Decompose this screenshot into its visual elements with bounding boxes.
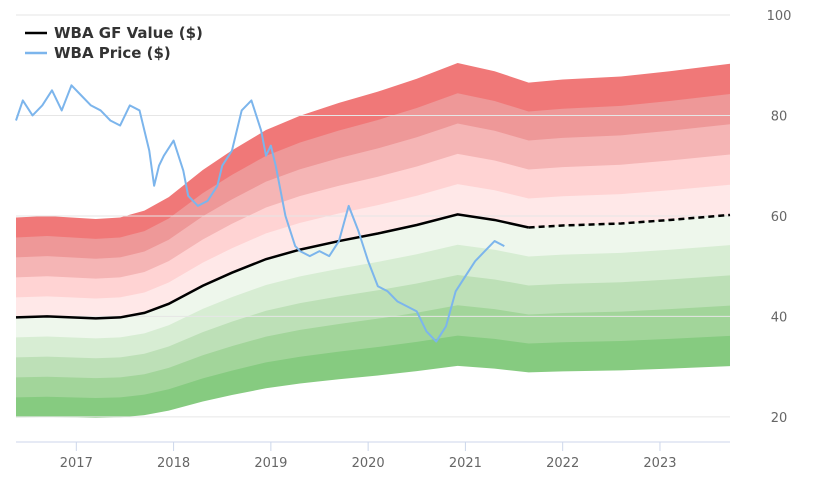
gf-value-estimate-line [528,213,731,229]
legend-label-price: WBA Price ($) [54,44,171,62]
y-axis-ticks: 20 40 60 80 100 [767,9,792,426]
y-tick-label-40: 40 [771,310,788,325]
x-tick-label-2017: 2017 [60,456,93,471]
chart-legend[interactable]: WBA GF Value ($) WBA Price ($) [25,24,203,62]
series-lines [15,84,731,343]
price-line [15,84,505,343]
lower-band-10 [16,214,730,339]
upper-band-10 [16,184,730,319]
legend-label-gf-value: WBA GF Value ($) [54,24,203,42]
y-tick-label-100: 100 [767,9,792,24]
y-tick-label-20: 20 [771,411,788,426]
y-tick-label-80: 80 [771,109,788,124]
x-tick-label-2021: 2021 [449,456,482,471]
gf-value-line [15,213,529,320]
x-tick-label-2020: 2020 [352,456,385,471]
x-tick-label-2019: 2019 [254,456,287,471]
x-axis-ticks: 2017 2018 2019 2020 2021 2022 2023 [60,442,677,471]
legend-item-price[interactable]: WBA Price ($) [25,44,171,62]
grid-lines [16,14,730,418]
y-tick-label-60: 60 [771,210,788,225]
legend-item-gf-value[interactable]: WBA GF Value ($) [25,24,203,42]
x-tick-label-2023: 2023 [643,456,676,471]
x-tick-label-2022: 2022 [546,456,579,471]
x-tick-label-2018: 2018 [157,456,190,471]
valuation-bands [16,62,730,418]
